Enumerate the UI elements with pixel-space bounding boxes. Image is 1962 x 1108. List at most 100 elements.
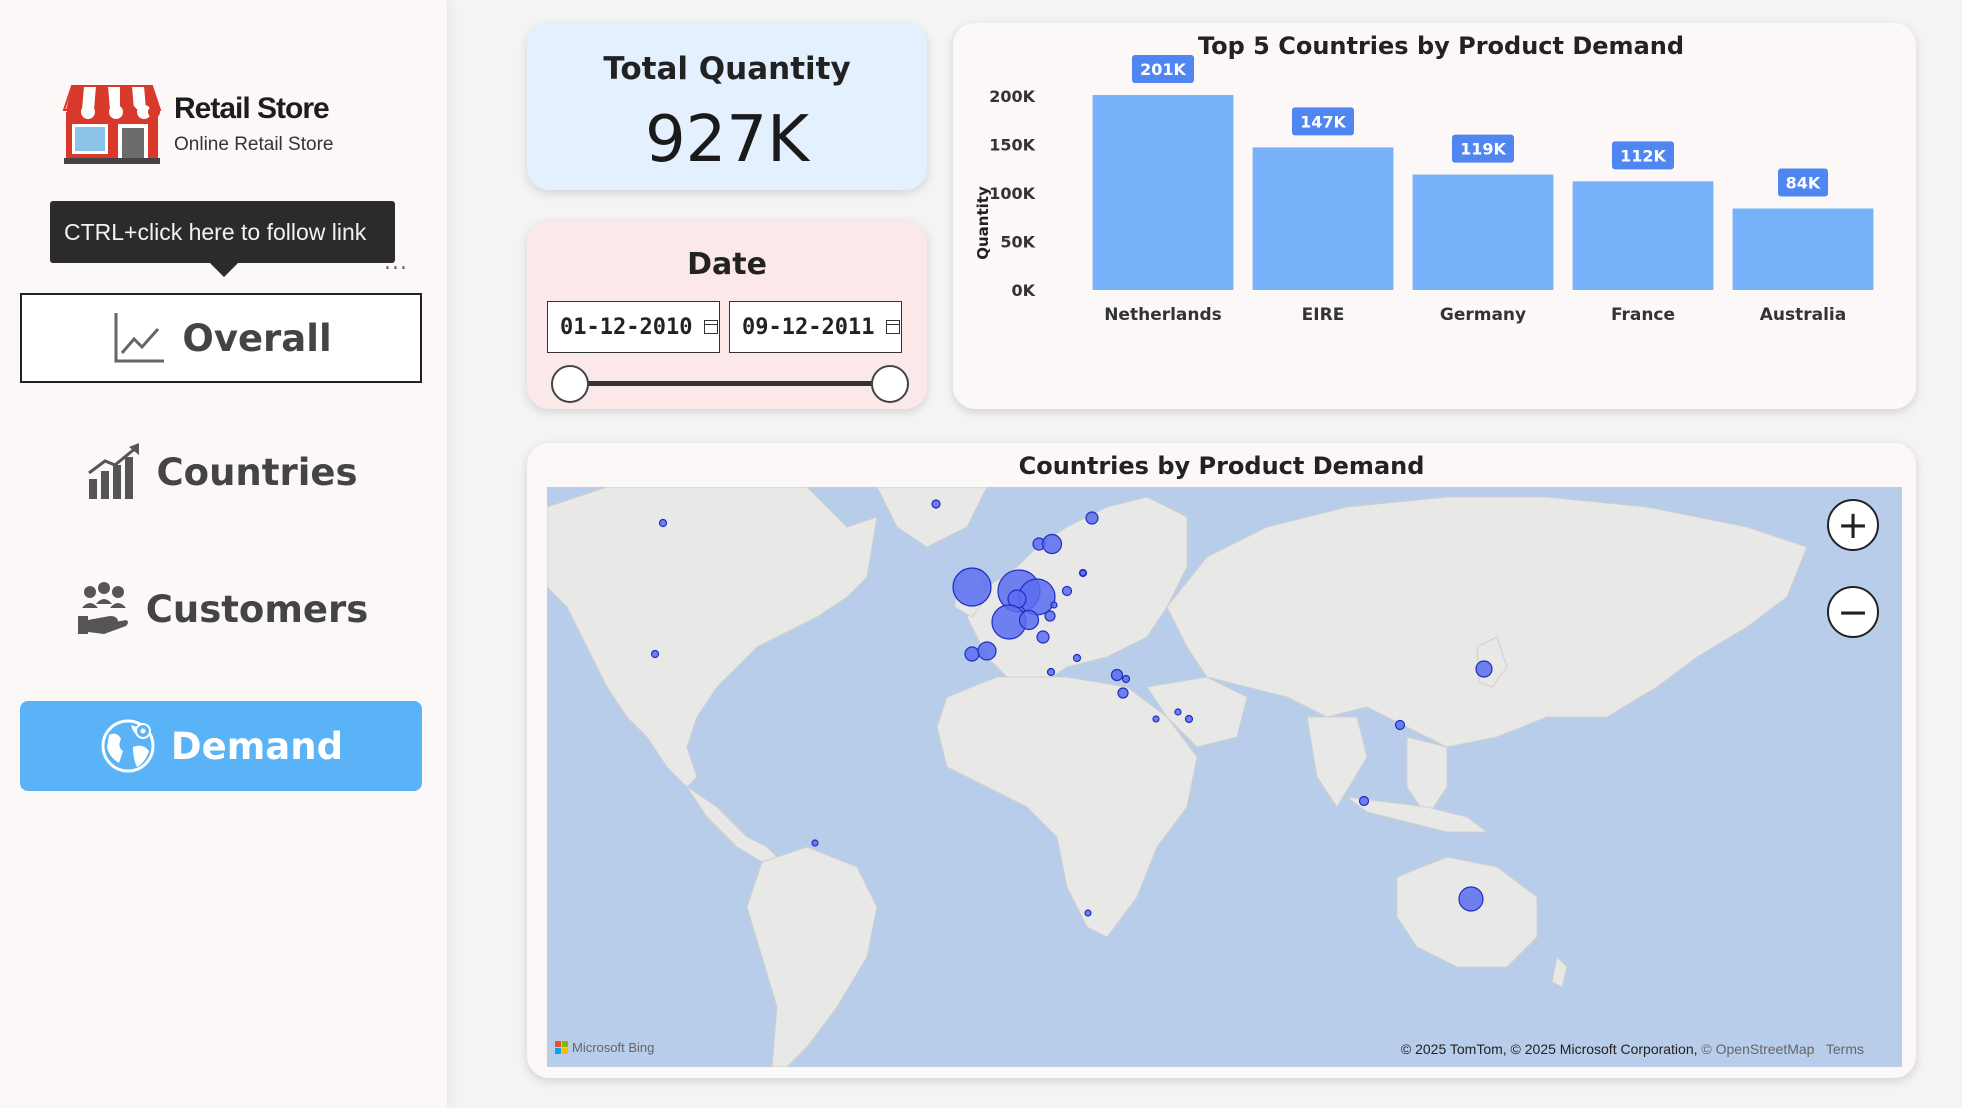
bubble-lebanon[interactable] bbox=[1121, 674, 1131, 684]
asia-land bbox=[1166, 496, 1808, 748]
people-hand-icon bbox=[77, 582, 128, 634]
map-title: Countries by Product Demand bbox=[1018, 452, 1425, 480]
y-tick-label: 50K bbox=[1000, 233, 1035, 252]
bubble-australia[interactable] bbox=[1458, 886, 1484, 912]
bubble-bahrain[interactable] bbox=[1174, 708, 1182, 716]
y-tick-label: 200K bbox=[989, 87, 1035, 106]
map-credits: © 2025 TomTom, © 2025 Microsoft Corporat… bbox=[1401, 1041, 1864, 1057]
world-map[interactable]: + − Microsoft Bing © 2025 TomTom, © 2025… bbox=[547, 487, 1902, 1067]
bubble-sweden[interactable] bbox=[1085, 511, 1099, 525]
bubble-italy[interactable] bbox=[1036, 630, 1050, 644]
bar-growth-icon bbox=[87, 443, 139, 499]
bar-germany[interactable] bbox=[1412, 174, 1554, 290]
bubble-uae[interactable] bbox=[1184, 714, 1194, 724]
australia-land bbox=[1396, 856, 1538, 968]
logo-subtitle: Online Retail Store bbox=[174, 134, 334, 155]
zoom-in-button[interactable]: + bbox=[1827, 499, 1879, 551]
bubble-spain[interactable] bbox=[977, 641, 997, 661]
data-label-bg bbox=[1132, 55, 1194, 84]
india-land bbox=[1306, 716, 1368, 808]
y-tick-label: 100K bbox=[989, 184, 1035, 203]
bar-france[interactable] bbox=[1572, 181, 1714, 290]
start-date-input[interactable]: 01-12-2010 bbox=[547, 301, 720, 353]
x-tick-label: Netherlands bbox=[1104, 305, 1222, 325]
bubble-denmark[interactable] bbox=[1041, 533, 1063, 555]
nav-overall-button[interactable]: Overall bbox=[20, 293, 422, 383]
bubble-israel[interactable] bbox=[1117, 687, 1129, 699]
bubble-portugal[interactable] bbox=[964, 646, 980, 662]
x-tick-label: Australia bbox=[1760, 305, 1847, 325]
x-tick-label: EIRE bbox=[1302, 305, 1345, 325]
bing-provider-text: Microsoft Bing bbox=[572, 1040, 655, 1055]
bubble-czech[interactable] bbox=[1050, 601, 1058, 609]
calendar-icon[interactable] bbox=[704, 320, 719, 334]
indonesia-land bbox=[1345, 796, 1489, 833]
bubble-brazil[interactable] bbox=[811, 839, 819, 847]
date-filter-card: Date 01-12-2010 09-12-2011 bbox=[527, 221, 927, 409]
bar-chart: Top 5 Countries by Product Demand Quanti… bbox=[974, 32, 1874, 325]
bubble-poland[interactable] bbox=[1061, 585, 1073, 597]
se-asia-land bbox=[1406, 736, 1448, 818]
more-options-icon[interactable]: ... bbox=[384, 250, 408, 275]
bubble-saudi-arabia[interactable] bbox=[1152, 715, 1160, 723]
chart-title: Top 5 Countries by Product Demand bbox=[1198, 32, 1684, 60]
north-america-land bbox=[547, 487, 878, 788]
data-label: 84K bbox=[1786, 174, 1821, 193]
link-tooltip: CTRL+click here to follow link bbox=[50, 201, 395, 277]
data-label-bg bbox=[1778, 168, 1828, 197]
kpi-label: Total Quantity bbox=[603, 51, 851, 87]
bubble-usa[interactable] bbox=[650, 649, 660, 659]
top-countries-chart-card: Top 5 Countries by Product Demand Quanti… bbox=[953, 23, 1916, 409]
bar-eire[interactable] bbox=[1252, 147, 1394, 290]
globe-pin-icon bbox=[101, 719, 155, 773]
bubble-cyprus[interactable] bbox=[1110, 668, 1124, 682]
bubble-hong-kong[interactable] bbox=[1394, 719, 1406, 731]
bar-netherlands[interactable] bbox=[1092, 95, 1234, 290]
bubble-greece[interactable] bbox=[1072, 653, 1082, 663]
africa-land bbox=[936, 676, 1198, 938]
data-label: 112K bbox=[1620, 146, 1666, 165]
bubble-iceland[interactable] bbox=[931, 499, 941, 509]
credits-text: © 2025 TomTom, © 2025 Microsoft Corporat… bbox=[1400, 1041, 1698, 1057]
total-quantity-card: Total Quantity 927K bbox=[527, 23, 927, 190]
bubble-lithuania[interactable] bbox=[1079, 569, 1087, 577]
data-label-bg bbox=[1292, 107, 1354, 136]
osm-link[interactable]: © OpenStreetMap bbox=[1701, 1041, 1815, 1057]
bing-attribution: Microsoft Bing bbox=[555, 1040, 654, 1055]
map-canvas[interactable] bbox=[547, 487, 1902, 1067]
bubble-eire[interactable] bbox=[952, 567, 992, 607]
bubble-canada[interactable] bbox=[658, 518, 668, 528]
nz-land bbox=[1551, 955, 1568, 988]
nav-countries-label: Countries bbox=[156, 450, 358, 494]
data-label: 201K bbox=[1140, 60, 1186, 79]
bubble-switzerland[interactable] bbox=[1018, 609, 1040, 631]
terms-link[interactable]: Terms bbox=[1825, 1041, 1864, 1057]
y-tick-label: 150K bbox=[989, 136, 1035, 155]
nav-customers-button[interactable]: Customers bbox=[20, 564, 422, 654]
end-date-input[interactable]: 09-12-2011 bbox=[729, 301, 902, 353]
store-icon bbox=[62, 85, 162, 164]
bubble-austria[interactable] bbox=[1044, 610, 1056, 622]
kpi-value: 927K bbox=[644, 103, 810, 177]
x-tick-label: France bbox=[1611, 305, 1675, 325]
bubble-singapore[interactable] bbox=[1358, 795, 1370, 807]
sidebar: Retail Store Online Retail Store CTRL+cl… bbox=[0, 0, 447, 1108]
slider-start-handle[interactable] bbox=[551, 365, 589, 403]
bubble-japan[interactable] bbox=[1475, 660, 1493, 678]
nav-demand-button[interactable]: Demand bbox=[20, 701, 422, 791]
bubble-south-africa[interactable] bbox=[1084, 909, 1092, 917]
date-range-slider[interactable] bbox=[571, 381, 893, 386]
slider-end-handle[interactable] bbox=[871, 365, 909, 403]
data-label: 119K bbox=[1460, 140, 1506, 159]
x-tick-label: Germany bbox=[1440, 305, 1526, 325]
logo: Retail Store Online Retail Store bbox=[62, 84, 362, 174]
end-date-value: 09-12-2011 bbox=[742, 314, 875, 340]
nav-demand-label: Demand bbox=[170, 724, 344, 768]
nav-countries-button[interactable]: Countries bbox=[20, 427, 422, 517]
nav-customers-label: Customers bbox=[145, 587, 369, 631]
data-label-bg bbox=[1612, 141, 1674, 170]
bubble-malta[interactable] bbox=[1046, 667, 1056, 677]
bar-australia[interactable] bbox=[1732, 208, 1874, 290]
zoom-out-button[interactable]: − bbox=[1827, 586, 1879, 638]
calendar-icon[interactable] bbox=[886, 320, 901, 334]
